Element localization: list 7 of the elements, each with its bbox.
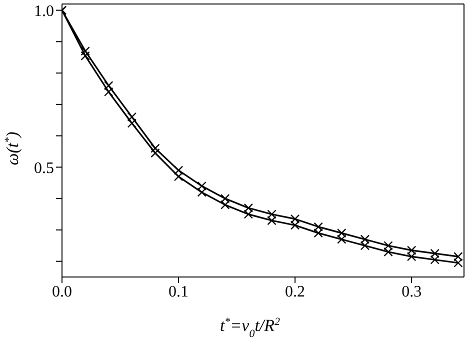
y-tick-label: 1.0 (34, 2, 54, 20)
x-tick-label: 0.2 (285, 283, 306, 300)
y-tick-label: 0.5 (34, 160, 54, 177)
x-tick-label: 0.1 (168, 283, 189, 300)
x-tick-label: 0.3 (402, 283, 422, 300)
x-tick-label: 0.0 (52, 283, 72, 300)
x-axis-title: t$^{*}$=ν$_{0}$t/R$^{2}$ (220, 316, 281, 340)
